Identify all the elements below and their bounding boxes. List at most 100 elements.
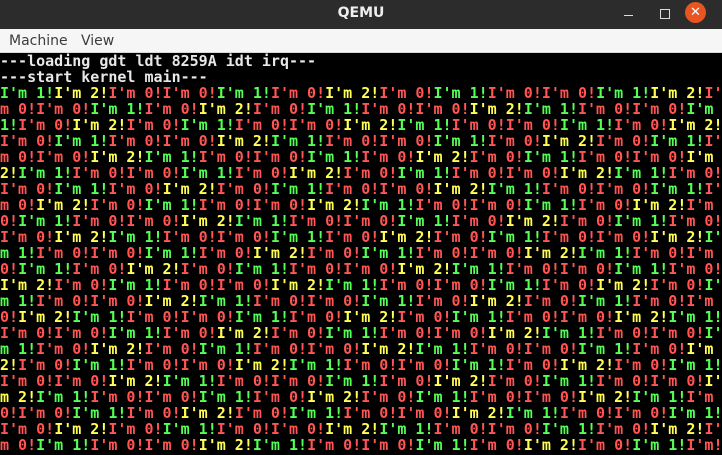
console-text-segment: I'm 0!I'm 0! <box>596 324 705 342</box>
console-text-segment: I'm 2! <box>252 244 308 262</box>
console-text-segment: I'm 1! <box>252 436 308 454</box>
console-text-segment: I'm 2! <box>433 372 488 390</box>
minimize-icon[interactable] <box>618 3 640 25</box>
console-text-segment: I'm 1! <box>668 404 722 422</box>
console-text-segment: I'm 0! <box>559 212 615 230</box>
console-text-segment: I'm 0!I'm 0! <box>505 260 615 278</box>
vm-screen[interactable]: ---loading gdt ldt 8259A idt irq--- ---s… <box>0 53 722 455</box>
console-text-segment: I'm 0! <box>252 388 308 406</box>
console-text-segment: I'm 0! <box>523 292 578 310</box>
console-text-segment: I'm 1! <box>162 372 217 390</box>
console-text-segment: I'm 1! <box>289 356 344 374</box>
console-text-segment: I'm 1! <box>180 116 235 134</box>
console-text-segment: I'm 1! <box>614 164 669 182</box>
console-output-line: m 1!I'm 0!I'm 0!I'm 2!I'm 1!I'm 0!I'm 0!… <box>0 293 722 309</box>
console-text-segment: I'm 0!I'm 0! <box>541 228 651 246</box>
console-text-segment: I'm 1! <box>632 436 687 454</box>
console-text-segment: I'm 0! <box>0 180 55 198</box>
console-text-segment: I'm 0!I'm 0! <box>108 132 217 150</box>
console-text-segment: I'm 2! <box>433 180 488 198</box>
console-text-segment: I'm 0! <box>162 324 217 342</box>
console-text-segment: I'm 2! <box>270 276 326 294</box>
console-text-segment: I'm 2! <box>216 132 271 150</box>
maximize-icon[interactable] <box>654 3 676 25</box>
console-text-segment: I'm 0!I'm 0! <box>343 404 452 422</box>
console-text-segment: I'm 0! <box>0 420 55 438</box>
console-text-segment: 0!I'm 0! <box>0 404 73 422</box>
console-text-segment: I'm 0!I'm 0! <box>162 228 271 246</box>
console-text-segment: I'm 1! <box>234 212 289 230</box>
console-output-line: 0!I'm 1!I'm 0!I'm 2!I'm 0!I'm 1!I'm 0!I'… <box>0 261 722 277</box>
console-text-segment: I'm 1! <box>54 180 109 198</box>
console-output-line: I'm 0!I'm 2!I'm 1!I'm 0!I'm 0!I'm 1!I'm … <box>0 229 722 245</box>
console-text-segment: I'm <box>686 388 722 406</box>
console-text-segment: I'm 2! <box>541 132 597 150</box>
console-text-segment: I'm 2! <box>559 356 615 374</box>
console-text-segment: I'm 2! <box>469 292 524 310</box>
console-text-segment: I'm 0!I'm 0! <box>361 100 470 118</box>
console-text-segment: I'm 1! <box>270 132 326 150</box>
console-text-segment: I'm 0!I'm 0! <box>325 180 434 198</box>
console-text-segment: I'm 1! <box>108 324 163 342</box>
console-text-segment: I'm 1! <box>198 340 253 358</box>
console-text-segment: I'm 0! <box>596 132 651 150</box>
console-text-segment: I'm 2! <box>523 436 578 454</box>
console-text-segment: I'm 2! <box>180 404 235 422</box>
console-text-segment: I'm 2! <box>343 308 398 326</box>
console-text-segment: I'm 1! <box>325 324 380 342</box>
console-text-segment: I'm! <box>686 436 722 454</box>
console-text-segment: I'm 0!I'm 0! <box>433 420 542 438</box>
console-text-segment: I'm 0!I'm 0! <box>415 244 524 262</box>
console-text-segment: I'm 0!I'm 0! <box>198 148 308 166</box>
console-text-segment: I'm 0! <box>650 276 705 294</box>
title-bar[interactable]: QEMU ✕ <box>0 0 722 29</box>
console-text-segment: I'm 0! <box>252 100 308 118</box>
console-text-segment: I'm 2! <box>559 164 615 182</box>
console-text-segment: I'm 1! <box>54 132 109 150</box>
console-text-segment: I'm 1! <box>180 164 235 182</box>
console-output-line: I'm 0!I'm 1!I'm 0!I'm 2!I'm 0!I'm 1!I'm … <box>0 181 722 197</box>
console-text-segment: I'm 2! <box>469 100 524 118</box>
console-text-segment: I'm 1! <box>72 356 127 374</box>
console-text-segment: I'm 1! <box>451 260 506 278</box>
console-text-segment: I'm 1! <box>379 420 434 438</box>
console-text-segment: I'm 1! <box>270 180 326 198</box>
console-text-segment: I'm 1! <box>578 244 633 262</box>
console-text-segment: I'm 0!I'm 0! <box>36 292 145 310</box>
console-text-segment: I'm 0! <box>108 420 163 438</box>
console-text-segment: I'm 1! <box>289 404 344 422</box>
close-icon[interactable]: ✕ <box>685 2 706 23</box>
console-output-line: I'm 0!I'm 0!I'm 2!I'm 1!I'm 0!I'm 0!I'm … <box>0 373 722 389</box>
console-text-segment: I'm 2! <box>397 260 452 278</box>
console-text-segment: I'm 1! <box>614 260 669 278</box>
console-text-segment: I'm 0! <box>36 340 91 358</box>
console-text-segment: I'm 1! <box>578 340 633 358</box>
console-text-segment: I'm 0!I'm 0! <box>252 292 362 310</box>
console-text-segment: I'm 1! <box>397 164 452 182</box>
console-text-segment: I'm 0! <box>216 180 271 198</box>
console-text-segment: I'm 0! <box>54 276 109 294</box>
console-text-segment: m 0!I'm 0! <box>0 100 91 118</box>
console-text-segment: I'm 0!I'm 0! <box>216 372 326 390</box>
menu-view[interactable]: View <box>81 33 115 49</box>
console-text-segment: I'm 1! <box>325 372 380 390</box>
console-text-segment: I'm 0! <box>505 356 560 374</box>
menu-machine[interactable]: Machine <box>9 33 68 49</box>
console-text-segment: I'm 1! <box>397 116 452 134</box>
console-text-segment: I'm 2! <box>18 308 73 326</box>
console-text-segment: I'm 2! <box>108 372 163 390</box>
console-output-line: 1!I'm 0!I'm 2!I'm 0!I'm 1!I'm 0!I'm 0!I'… <box>0 117 722 133</box>
console-output-line: I'm 1!I'm 2!I'm 0!I'm 0!I'm 1!I'm 0!I'm … <box>0 85 722 101</box>
console-text-segment: I'm 1! <box>668 356 722 374</box>
console-text-segment: I'm 0!I'm 0! <box>72 164 181 182</box>
console-text-segment: I'm 0!I'm 0! <box>505 308 615 326</box>
console-text-segment: I'm 0! <box>198 244 253 262</box>
console-text-segment: I'm 2! <box>180 212 235 230</box>
window-title: QEMU <box>337 5 385 21</box>
console-text-segment: I'm 0!I'm 0! <box>108 84 217 102</box>
console-text-segment: I'm 0! <box>144 340 199 358</box>
console-text-segment: I'm 2! <box>578 388 633 406</box>
console-text-segment: I'm 0!I'm 0! <box>0 372 109 390</box>
console-output-line: I'm 2!I'm 0!I'm 1!I'm 0!I'm 0!I'm 2!I'm … <box>0 277 722 293</box>
console-text-segment: I'm 1! <box>162 420 217 438</box>
